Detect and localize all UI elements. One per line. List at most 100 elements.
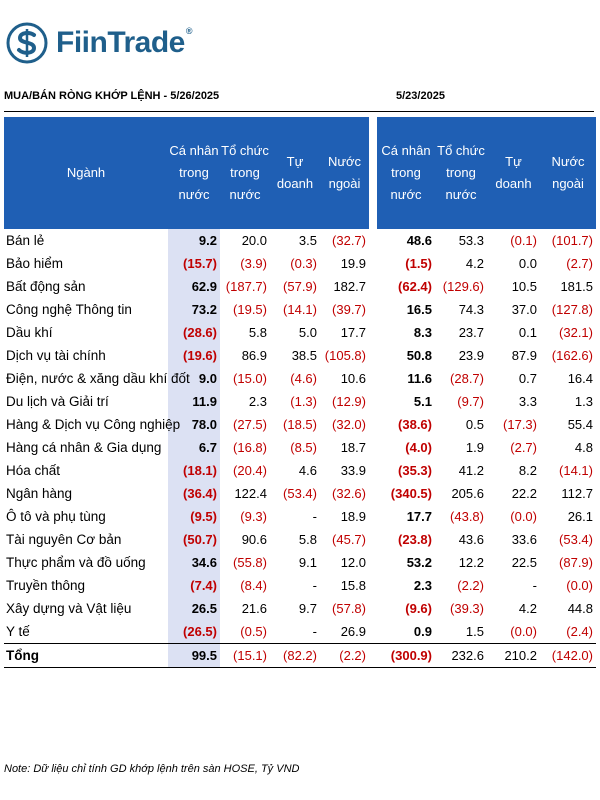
table-row: Bất động sản 62.9 (187.7) (57.9) 182.7 (62.4)…: [4, 275, 596, 298]
table-row: Du lịch và Giải trí 11.9 2.3 (1.3) (12.9) 5.1…: [4, 390, 596, 413]
col-foreign: Nước ngoài: [320, 117, 369, 229]
value-cell: (0.0): [510, 509, 537, 524]
value-cell: (300.9): [377, 643, 435, 668]
sector-name: Bất động sản: [6, 279, 86, 294]
value-cell: (19.6): [168, 344, 220, 367]
value-cell: 4.2: [465, 256, 484, 271]
value-cell: (1.5): [405, 256, 432, 271]
value-cell: 20.0: [241, 233, 267, 248]
sector-name: Bảo hiểm: [6, 256, 64, 271]
value-cell: 50.8: [406, 348, 432, 363]
value-cell: (7.4): [168, 574, 220, 597]
value-cell: 4.2: [518, 601, 537, 616]
col-institutional-domestic: Tổ chức trong nước: [220, 117, 270, 229]
value-cell: 8.3: [413, 325, 432, 340]
value-cell: -: [532, 578, 537, 593]
sector-name: Xây dựng và Vật liệu: [6, 601, 132, 616]
value-cell: (23.8): [398, 532, 432, 547]
sector-name: Hàng & Dịch vụ Công nghiệp: [6, 417, 181, 432]
value-cell: (53.4): [283, 486, 317, 501]
gap-cell: [369, 298, 377, 321]
table-row: Ngân hàng (36.4) 122.4 (53.4) (32.6) (340.5) 2…: [4, 482, 596, 505]
value-cell: (16.8): [233, 440, 267, 455]
value-cell: (57.8): [332, 601, 366, 616]
value-cell: 17.7: [406, 509, 432, 524]
value-cell: 1.5: [465, 624, 484, 639]
value-cell: (27.5): [233, 417, 267, 432]
value-cell: 5.1: [413, 394, 432, 409]
value-cell: 18.7: [340, 440, 366, 455]
value-cell: (2.7): [510, 440, 537, 455]
net-trading-table: Ngành Cá nhân trong nước Tổ chức trong nước …: [4, 117, 596, 668]
table-row: Hàng cá nhân & Gia dụng 6.7 (16.8) (8.5) 18.…: [4, 436, 596, 459]
gap-cell: [369, 344, 377, 367]
value-cell: (32.7): [332, 233, 366, 248]
value-cell: 5.8: [248, 325, 267, 340]
value-cell: 1.9: [465, 440, 484, 455]
table-row: Bảo hiểm (15.7) (3.9) (0.3) 19.9 (1.5) 4.2 0.0 (…: [4, 252, 596, 275]
value-cell: 23.7: [458, 325, 484, 340]
sector-name: Hóa chất: [6, 463, 61, 478]
value-cell: 26.9: [340, 624, 366, 639]
fiintrade-logo-icon: [6, 22, 48, 64]
value-cell: (2.4): [566, 624, 593, 639]
total-row: Tổng 99.5 (15.1) (82.2) (2.2) (300.9) 232.6 210…: [4, 643, 596, 668]
value-cell: 0.5: [465, 417, 484, 432]
value-cell: (50.7): [168, 528, 220, 551]
value-cell: 0.1: [518, 325, 537, 340]
value-cell: 9.7: [298, 601, 317, 616]
value-cell: (28.7): [450, 371, 484, 386]
gap-cell: [369, 390, 377, 413]
value-cell: (2.2): [457, 578, 484, 593]
value-cell: (0.5): [240, 624, 267, 639]
value-cell: 19.9: [340, 256, 366, 271]
gap-cell: [369, 643, 377, 668]
gap-cell: [369, 505, 377, 528]
value-cell: 86.9: [241, 348, 267, 363]
table-row: Ô tô và phụ tùng (9.5) (9.3) - 18.9 17.7 (43.8…: [4, 505, 596, 528]
gap-cell: [369, 459, 377, 482]
sector-name: Điện, nước & xăng dầu khí đốt: [6, 371, 190, 386]
value-cell: (101.7): [551, 233, 593, 248]
value-cell: 10.6: [340, 371, 366, 386]
sector-name: Dầu khí: [6, 325, 53, 340]
footnote: Note: Dữ liệu chỉ tính GD khớp lệnh trên…: [4, 763, 300, 775]
value-cell: 62.9: [168, 275, 220, 298]
value-cell: 122.4: [234, 486, 267, 501]
value-cell: (8.4): [240, 578, 267, 593]
table-row: Thực phẩm và đồ uống 34.6 (55.8) 9.1 12.0 53.…: [4, 551, 596, 574]
value-cell: (14.1): [283, 302, 317, 317]
value-cell: 87.9: [511, 348, 537, 363]
value-cell: (28.6): [168, 321, 220, 344]
value-cell: 74.3: [458, 302, 484, 317]
value-cell: 38.5: [291, 348, 317, 363]
value-cell: 78.0: [168, 413, 220, 436]
value-cell: (57.9): [283, 279, 317, 294]
value-cell: (32.0): [332, 417, 366, 432]
value-cell: 5.8: [298, 532, 317, 547]
sector-name: Tổng: [4, 643, 168, 668]
gap-cell: [369, 597, 377, 620]
value-cell: (0.3): [290, 256, 317, 271]
value-cell: 10.5: [511, 279, 537, 294]
gap-cell: [369, 229, 377, 252]
gap-cell: [369, 436, 377, 459]
value-cell: (53.4): [559, 532, 593, 547]
value-cell: 2.3: [413, 578, 432, 593]
value-cell: 9.1: [298, 555, 317, 570]
value-cell: 9.0: [168, 367, 220, 390]
value-cell: 0.7: [518, 371, 537, 386]
table-row: Xây dựng và Vật liệu 26.5 21.6 9.7 (57.8) (9.…: [4, 597, 596, 620]
value-cell: (35.3): [398, 463, 432, 478]
value-cell: (55.8): [233, 555, 267, 570]
value-cell: (9.5): [168, 505, 220, 528]
col-proprietary: Tự doanh: [270, 117, 320, 229]
value-cell: (162.6): [551, 348, 593, 363]
gap-cell: [369, 620, 377, 644]
value-cell: (45.7): [332, 532, 366, 547]
value-cell: 11.9: [168, 390, 220, 413]
col-sector: Ngành: [4, 117, 168, 229]
col-individual-domestic-prev: Cá nhân trong nước: [377, 117, 435, 229]
table-row: Truyền thông (7.4) (8.4) - 15.8 2.3 (2.2) - (0.0…: [4, 574, 596, 597]
value-cell: (4.6): [290, 371, 317, 386]
